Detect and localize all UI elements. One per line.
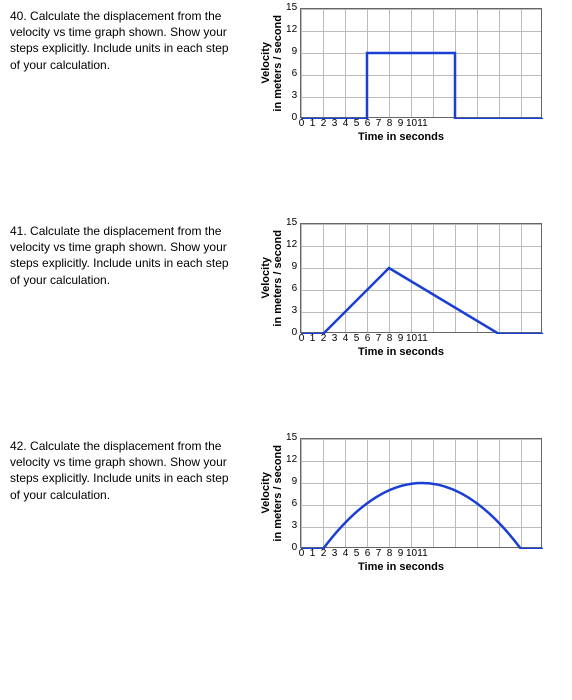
problem-40: 40. Calculate the displacement from the … — [10, 8, 562, 143]
problem-41: 41. Calculate the displacement from the … — [10, 223, 562, 358]
problem-text: 40. Calculate the displacement from the … — [10, 8, 240, 73]
problem-number: 40. — [10, 9, 27, 23]
chart-area: Velocity in meters / second 15 12 9 6 3 … — [260, 8, 542, 118]
chart-area: Velocity in meters / second 15 12 9 6 3 … — [260, 223, 542, 333]
chart-grid — [300, 8, 542, 118]
x-ticks: 0 1 2 3 4 5 6 7 8 9 10 11 — [297, 118, 539, 129]
problem-prompt: Calculate the displacement from the velo… — [10, 224, 229, 287]
problem-42: 42. Calculate the displacement from the … — [10, 438, 562, 573]
problem-text: 42. Calculate the displacement from the … — [10, 438, 240, 503]
x-axis-label: Time in seconds — [358, 346, 444, 358]
chart-line — [301, 224, 543, 334]
problem-number: 41. — [10, 224, 27, 238]
problem-prompt: Calculate the displacement from the velo… — [10, 9, 229, 72]
chart-42: Velocity in meters / second 15 12 9 6 3 … — [240, 438, 562, 573]
chart-area: Velocity in meters / second 15 12 9 6 3 … — [260, 438, 542, 548]
y-axis-label: Velocity in meters / second — [260, 445, 284, 542]
y-ticks: 15 12 9 6 3 0 — [286, 223, 300, 333]
y-axis-label: Velocity in meters / second — [260, 15, 284, 112]
y-ticks: 15 12 9 6 3 0 — [286, 8, 300, 118]
problem-prompt: Calculate the displacement from the velo… — [10, 439, 229, 502]
chart-41: Velocity in meters / second 15 12 9 6 3 … — [240, 223, 562, 358]
problem-text: 41. Calculate the displacement from the … — [10, 223, 240, 288]
x-ticks: 0 1 2 3 4 5 6 7 8 9 10 11 — [297, 333, 539, 344]
y-ticks: 15 12 9 6 3 0 — [286, 438, 300, 548]
y-axis-label: Velocity in meters / second — [260, 230, 284, 327]
chart-grid — [300, 438, 542, 548]
chart-grid — [300, 223, 542, 333]
problem-number: 42. — [10, 439, 27, 453]
x-axis-label: Time in seconds — [358, 561, 444, 573]
x-ticks: 0 1 2 3 4 5 6 7 8 9 10 11 — [297, 548, 539, 559]
chart-line — [301, 9, 543, 119]
chart-line — [301, 439, 543, 549]
x-axis-label: Time in seconds — [358, 131, 444, 143]
chart-40: Velocity in meters / second 15 12 9 6 3 … — [240, 8, 562, 143]
